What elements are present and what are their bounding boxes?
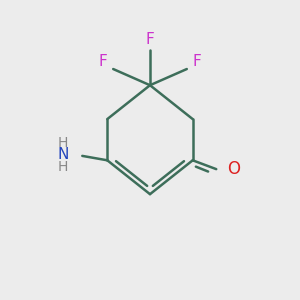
Text: H: H	[58, 136, 68, 150]
Text: N: N	[58, 147, 69, 162]
Text: F: F	[193, 54, 202, 69]
Text: F: F	[146, 32, 154, 47]
Text: O: O	[227, 160, 240, 178]
Text: H: H	[58, 160, 68, 174]
Text: F: F	[98, 54, 107, 69]
